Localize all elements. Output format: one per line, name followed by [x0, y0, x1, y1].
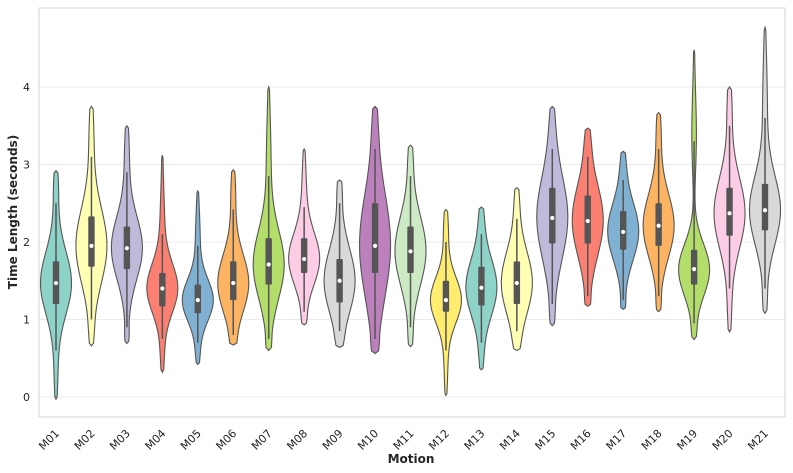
violin-median-m13 [479, 285, 484, 290]
violin-median-m20 [727, 211, 732, 216]
violin-median-m07 [266, 262, 271, 267]
violin-median-m11 [408, 249, 413, 254]
violin-median-m03 [124, 246, 129, 251]
violin-median-m05 [195, 298, 200, 303]
violin-median-m15 [550, 215, 555, 221]
violin-median-m16 [585, 218, 590, 224]
violin-layer [39, 25, 782, 401]
y-tick-label: 3 [23, 159, 30, 172]
violin-iqr-box-m10 [371, 203, 379, 273]
violin-iqr-box-m12 [442, 280, 450, 312]
y-tick-label: 0 [23, 391, 30, 404]
violin-iqr-box-m08 [300, 238, 308, 273]
violin-median-m21 [762, 208, 768, 213]
violin-median-m09 [337, 278, 342, 283]
y-tick-label: 1 [23, 314, 30, 327]
violin-median-m17 [621, 229, 626, 235]
violin-iqr-box-m07 [265, 238, 272, 285]
violin-median-m19 [692, 267, 697, 272]
violin-median-m08 [302, 256, 307, 262]
y-tick-labels: 0 1 2 3 4 [23, 81, 30, 404]
violin-median-m04 [160, 286, 165, 291]
y-axis-title: Time Length (seconds) [6, 135, 20, 289]
violin-median-m14 [514, 280, 519, 286]
violin-iqr-box-m15 [549, 187, 556, 244]
violin-iqr-box-m06 [230, 261, 237, 301]
violin-iqr-box-m02 [88, 216, 95, 267]
violin-median-m10 [372, 243, 378, 248]
plot-frame [38, 7, 786, 418]
x-axis-title: Motion [388, 452, 435, 466]
violin-iqr-box-m21 [761, 183, 769, 231]
y-tick-label: 2 [23, 236, 30, 249]
violin-median-m02 [89, 243, 94, 248]
violin-median-m12 [443, 298, 449, 303]
violin-median-m18 [656, 223, 661, 228]
y-tick-label: 4 [23, 81, 30, 94]
violin-median-m01 [53, 280, 59, 286]
violin-median-m06 [231, 280, 236, 286]
